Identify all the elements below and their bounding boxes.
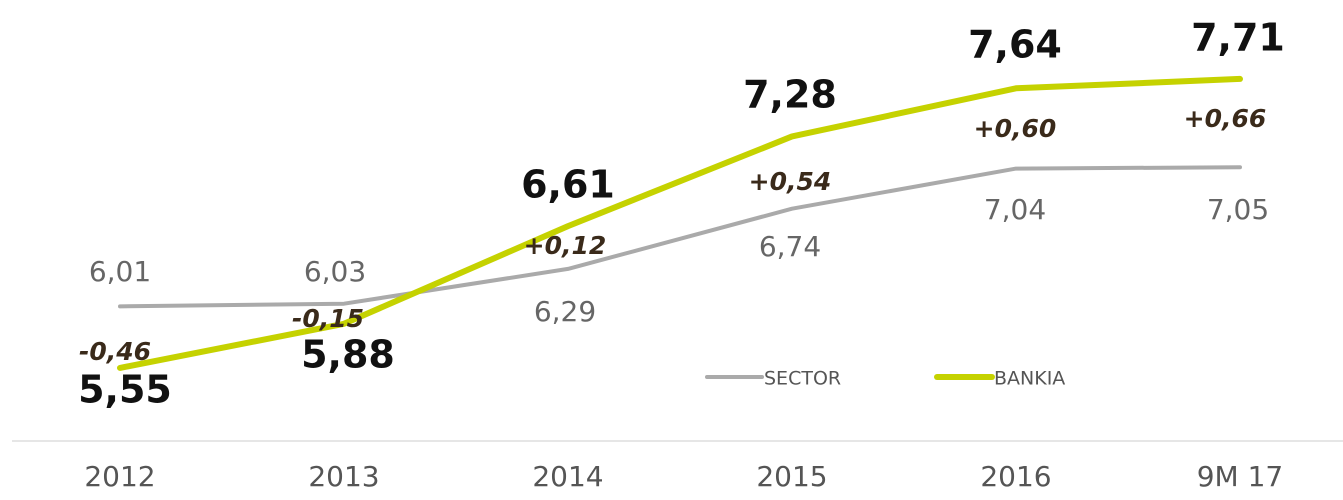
data-label: 7,05 xyxy=(1207,193,1269,226)
data-label: 7,28 xyxy=(743,73,837,117)
data-label: 5,55 xyxy=(78,368,172,412)
x-tick-label: 2014 xyxy=(532,460,603,493)
data-label: 7,64 xyxy=(968,23,1062,67)
x-tick-label: 2016 xyxy=(980,460,1051,493)
data-label: 5,88 xyxy=(301,333,395,377)
x-tick-label: 2015 xyxy=(756,460,827,493)
series-line xyxy=(117,75,1243,371)
annotation: +0,12 xyxy=(524,231,607,260)
data-label: 6,03 xyxy=(304,255,366,288)
data-label: 7,04 xyxy=(984,193,1046,226)
x-tick-label: 2012 xyxy=(84,460,155,493)
annotation: -0,15 xyxy=(292,304,364,333)
x-tick-label: 2013 xyxy=(308,460,379,493)
legend-label: BANKIA xyxy=(994,368,1065,390)
x-tick-label: 9M 17 xyxy=(1197,460,1284,493)
series-line xyxy=(118,165,1242,309)
annotation: +0,66 xyxy=(1184,104,1267,133)
data-label: 6,29 xyxy=(534,295,596,328)
annotation: -0,46 xyxy=(79,337,151,366)
data-label: 6,01 xyxy=(89,255,151,288)
legend-label: SECTOR xyxy=(764,368,841,390)
data-label: 6,74 xyxy=(759,230,821,263)
data-label: 6,61 xyxy=(521,163,615,207)
annotation: +0,54 xyxy=(749,167,832,196)
annotation: +0,60 xyxy=(974,114,1057,143)
data-label: 7,71 xyxy=(1191,16,1285,60)
